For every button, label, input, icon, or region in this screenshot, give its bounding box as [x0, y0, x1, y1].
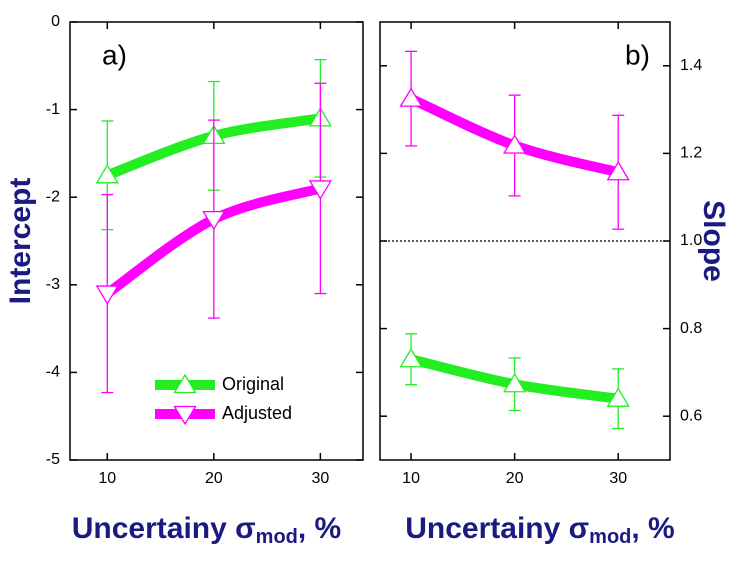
panel-label: a): [102, 39, 127, 70]
x-tick-label: 10: [402, 470, 420, 487]
legend-marker: [173, 373, 197, 394]
y-tick-label: 0.8: [680, 320, 702, 337]
y-tick-label: -1: [46, 101, 60, 118]
plot-frame: [69, 21, 364, 461]
marker: [399, 347, 423, 368]
y-tick-label: 1.2: [680, 145, 702, 162]
marker: [502, 134, 527, 154]
x-axis-title-part: Uncertainy σ: [405, 512, 589, 545]
x-tick-label: 10: [98, 470, 116, 487]
y-axis-title: Intercept: [4, 178, 37, 305]
legend-label: Original: [222, 374, 284, 394]
x-axis-title: Uncertainy σmod, %: [72, 512, 342, 548]
y-tick-label: 0.6: [680, 407, 702, 424]
y-tick-label: -5: [46, 451, 60, 468]
x-axis-title: Uncertainy σmod, %: [405, 512, 675, 548]
y-tick-label: 0: [51, 13, 60, 30]
y-axis-title: Slope: [697, 200, 730, 282]
y-tick-label: -4: [46, 364, 60, 381]
x-tick-label: 30: [311, 470, 329, 487]
marker: [95, 164, 119, 184]
legend-marker: [173, 405, 197, 426]
x-tick-label: 20: [506, 470, 524, 487]
marker: [308, 180, 333, 200]
x-axis-title-part: mod: [589, 526, 631, 548]
marker: [95, 285, 119, 305]
x-axis-title-part: mod: [256, 526, 298, 548]
y-tick-label: -2: [46, 188, 60, 205]
y-tick-label: 1.4: [680, 57, 702, 74]
y-tick-label: -3: [46, 276, 60, 293]
marker: [502, 372, 527, 393]
x-tick-label: 30: [609, 470, 627, 487]
x-axis-title-part: Uncertainy σ: [72, 512, 256, 545]
legend-label: Adjusted: [222, 403, 292, 423]
x-axis-title-part: , %: [298, 512, 341, 545]
marker: [606, 160, 630, 181]
x-tick-label: 20: [205, 470, 223, 487]
marker: [202, 210, 226, 231]
marker: [606, 387, 630, 407]
marker: [399, 87, 423, 107]
y-tick-label: 1.0: [680, 232, 702, 249]
panel-label: b): [625, 39, 650, 70]
x-axis-title-part: , %: [631, 512, 674, 545]
